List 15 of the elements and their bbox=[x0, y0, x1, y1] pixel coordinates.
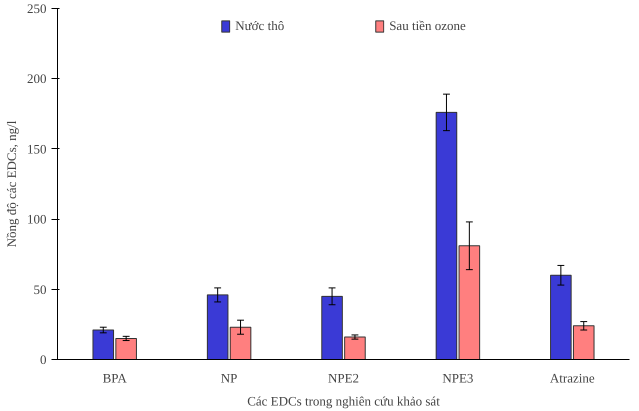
x-tick-label: Atrazine bbox=[550, 370, 595, 386]
y-tick-label: 200 bbox=[27, 71, 46, 86]
x-axis-title: Các EDCs trong nghiên cứu khảo sát bbox=[247, 394, 440, 408]
y-tick-label: 50 bbox=[34, 282, 46, 297]
x-tick-label: BPA bbox=[102, 370, 128, 386]
y-tick-label: 150 bbox=[27, 141, 46, 156]
x-tick-label: NPE2 bbox=[328, 370, 360, 386]
y-tick-label: 100 bbox=[27, 212, 46, 227]
y-tick-label: 250 bbox=[27, 1, 46, 16]
x-tick-label: NP bbox=[220, 370, 238, 386]
legend-label: Sau tiền ozone bbox=[389, 18, 466, 34]
y-tick-label: 0 bbox=[40, 352, 46, 367]
y-axis-title: Nồng độ các EDCs, ng/l bbox=[4, 120, 19, 248]
x-tick-label: NPE3 bbox=[442, 370, 474, 386]
legend-label: Nước thô bbox=[235, 18, 284, 34]
